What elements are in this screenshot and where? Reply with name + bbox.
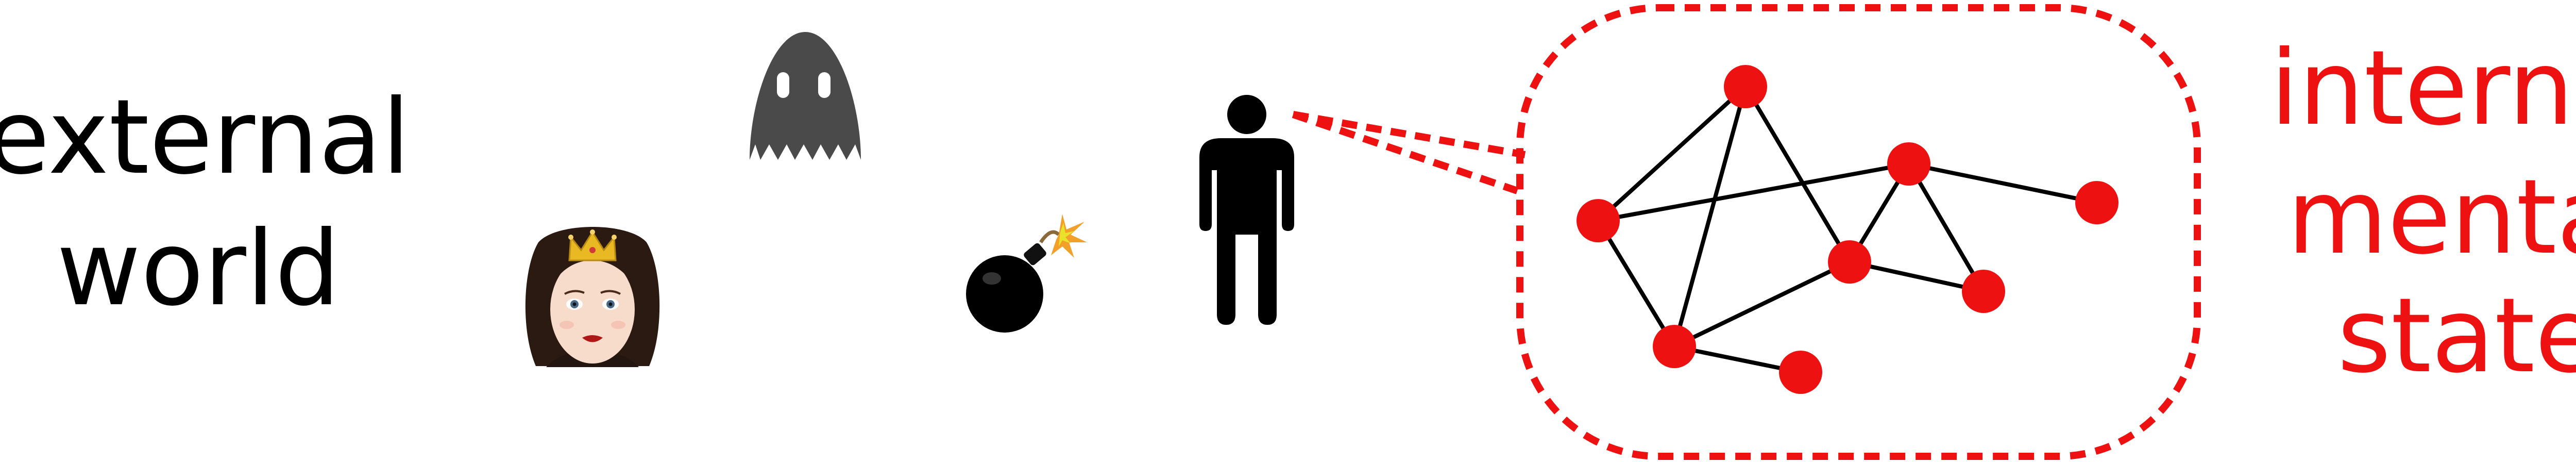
network-node <box>1887 142 1930 186</box>
external-label-line-1: external <box>0 77 410 197</box>
internal-label-line-3: state <box>2337 276 2576 396</box>
edge <box>1597 85 1747 222</box>
edge <box>1907 162 1986 293</box>
network-node <box>2075 181 2119 224</box>
network-node <box>1653 325 1696 368</box>
internal-state-label: internal mental state <box>2270 28 2576 396</box>
network-nodes <box>1577 65 2119 394</box>
edge <box>1598 162 1909 223</box>
internal-label-line-2: mental <box>2287 157 2576 277</box>
ghost-icon <box>750 32 861 160</box>
edge <box>1596 219 1676 348</box>
network-node <box>1577 199 1620 242</box>
edge <box>1672 86 1748 348</box>
internal-label-line-1: internal <box>2270 28 2576 148</box>
bomb-icon <box>966 214 1087 333</box>
network-node <box>1724 65 1767 108</box>
edge <box>1673 260 1851 349</box>
network-edges <box>1596 85 2097 374</box>
person-icon <box>1199 95 1294 325</box>
edge <box>1849 260 1984 293</box>
edge <box>1908 162 2097 205</box>
internal-state-boundary <box>1516 4 2201 460</box>
network-node <box>1779 351 1822 394</box>
network-node <box>1962 270 2005 313</box>
thought-connector <box>1292 111 1526 194</box>
edge <box>1743 85 1852 263</box>
network-node <box>1828 240 1871 284</box>
princess-icon <box>525 227 660 367</box>
external-world-label: external world <box>0 77 410 329</box>
external-label-line-2: world <box>57 209 341 329</box>
